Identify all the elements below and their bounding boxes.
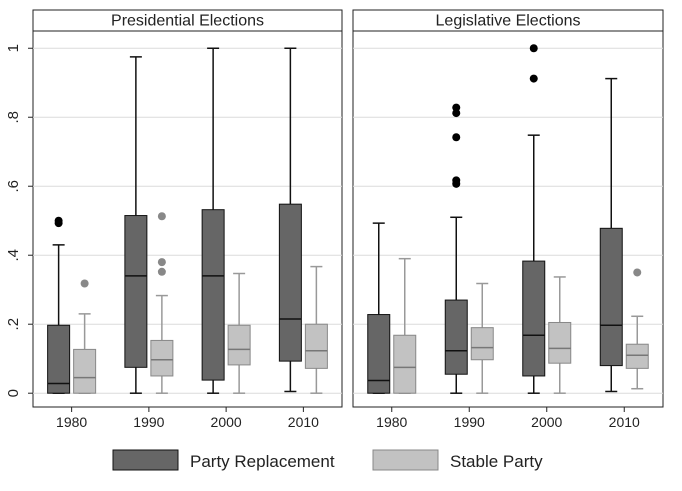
panel-title: Legislative Elections [436, 13, 581, 30]
box-iqr [150, 339, 174, 377]
legend-swatch-stable-party [372, 449, 439, 471]
panel-legislative-elections: Legislative Elections 1980 1990 2000 2010 [352, 9, 664, 430]
box-iqr [201, 209, 225, 381]
legend-label-party-replacement: Party Replacement [190, 452, 335, 471]
box-stable-party-1990 [150, 212, 174, 394]
outlier-point [157, 258, 166, 267]
x-tick-label: 1980 [56, 414, 87, 430]
box-party-replacement-2000 [201, 47, 225, 394]
outlier-point [157, 212, 166, 221]
box-stable-party-2000 [227, 272, 251, 394]
box-party-replacement-2010 [278, 47, 302, 393]
box-iqr [444, 299, 468, 375]
panels: 0 .2 .4 .6 .8 1 Presidential Elections 1980 1990… [5, 9, 664, 430]
box-party-replacement-2010 [599, 77, 623, 393]
box-stable-party-2010 [304, 265, 328, 394]
box-party-replacement-2000 [522, 44, 546, 394]
y-tick-label: .6 [5, 180, 22, 193]
box-iqr [393, 334, 417, 394]
outlier-point [633, 268, 642, 277]
outlier-point [54, 216, 63, 225]
x-tick-label: 1990 [454, 414, 485, 430]
box-party-replacement-1990 [444, 103, 468, 394]
y-tick-label: .2 [5, 318, 22, 331]
box-iqr [227, 324, 251, 366]
y-tick-label: .8 [5, 111, 22, 124]
box-party-replacement-1980 [367, 222, 391, 394]
box-party-replacement-1990 [124, 56, 148, 394]
x-tick-label: 2010 [288, 414, 319, 430]
legend: Party Replacement Stable Party [112, 449, 543, 471]
outlier-point [452, 109, 461, 118]
box-iqr [73, 348, 97, 394]
panel-presidential-elections: Presidential Elections 1980 1990 2000 2010 [32, 9, 343, 430]
outlier-point [452, 133, 461, 142]
outlier-point [529, 74, 538, 83]
box-iqr [304, 323, 328, 369]
box-stable-party-2000 [548, 276, 572, 394]
box-iqr [124, 215, 148, 368]
outlier-point [529, 44, 538, 53]
box-iqr [470, 327, 494, 361]
box-party-replacement-1980 [47, 216, 71, 394]
outlier-point [452, 103, 461, 112]
box-iqr [599, 227, 623, 367]
panel-title: Presidential Elections [111, 13, 264, 30]
y-tick-label: .4 [5, 249, 22, 262]
x-tick-label: 1980 [376, 414, 407, 430]
outlier-point [452, 176, 461, 185]
box-stable-party-2010 [625, 268, 649, 390]
box-stable-party-1990 [470, 282, 494, 394]
box-iqr [522, 260, 546, 377]
x-tick-label: 2000 [211, 414, 242, 430]
box-iqr [278, 203, 302, 362]
box-iqr [548, 321, 572, 364]
box-iqr [47, 324, 71, 394]
x-tick-label: 2000 [531, 414, 562, 430]
outlier-point [157, 267, 166, 276]
box-iqr [367, 314, 391, 394]
legend-label-stable-party: Stable Party [450, 452, 543, 471]
box-stable-party-1980 [393, 257, 417, 394]
outlier-point [80, 279, 89, 288]
box-iqr [625, 343, 649, 369]
box-stable-party-1980 [73, 279, 97, 394]
x-tick-label: 2010 [609, 414, 640, 430]
legend-swatch-party-replacement [112, 449, 179, 471]
y-tick-label: 0 [5, 389, 22, 397]
y-tick-label: 1 [5, 44, 22, 52]
x-tick-label: 1990 [133, 414, 164, 430]
